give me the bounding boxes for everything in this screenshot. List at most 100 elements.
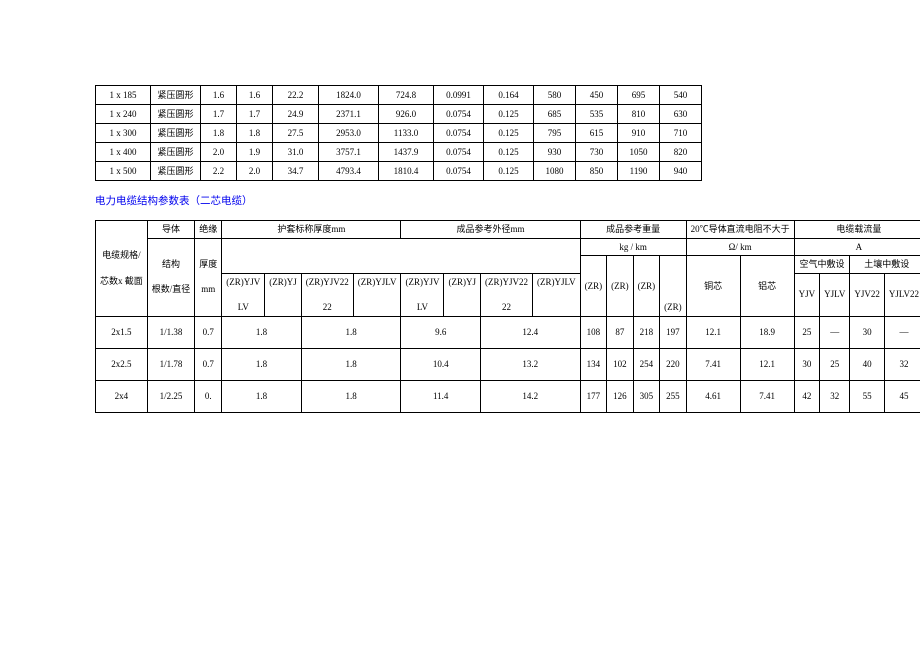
cell: 1/1.38: [147, 316, 195, 348]
spec-table-1: 1 x 185紧压圆形1.61.622.21824.0724.80.09910.…: [95, 85, 702, 181]
cell: —: [820, 316, 850, 348]
cell: 30: [850, 316, 885, 348]
cell: 450: [576, 86, 618, 105]
cell: 1133.0: [379, 124, 434, 143]
cell: 0.0991: [434, 86, 484, 105]
res-cu: 铜芯: [686, 256, 740, 316]
cell: 31.0: [273, 143, 319, 162]
cell: 55: [850, 380, 885, 412]
cell: 1080: [534, 162, 576, 181]
cell: 0.0754: [434, 143, 484, 162]
cell: 102: [607, 348, 634, 380]
amp-air: 空气中敷设: [794, 256, 850, 274]
cell: 685: [534, 105, 576, 124]
cell: 1810.4: [379, 162, 434, 181]
cell: 1.7: [201, 105, 237, 124]
cell: 218: [633, 316, 660, 348]
cell: 0.7: [195, 348, 222, 380]
hdr-cond: 导体: [147, 221, 195, 239]
cell: 紧压圆形: [151, 162, 201, 181]
cell: 10.4: [401, 348, 481, 380]
section-title: 电力电缆结构参数表（二芯电缆）: [95, 193, 825, 208]
cell: 2x1.5: [96, 316, 148, 348]
cell: 0.0754: [434, 105, 484, 124]
cell: 820: [660, 143, 702, 162]
cell: 1 x 300: [96, 124, 151, 143]
cell: 11.4: [401, 380, 481, 412]
cell: 0.164: [484, 86, 534, 105]
unit-amp: A: [794, 238, 920, 256]
cell: 1.8: [301, 316, 401, 348]
cell: 7.41: [686, 348, 740, 380]
cell: 0.125: [484, 124, 534, 143]
cell: 87: [607, 316, 634, 348]
hdr-ins: 绝缘: [195, 221, 222, 239]
cell: 930: [534, 143, 576, 162]
type-y3: (ZR)YJV2222: [301, 273, 353, 316]
cell: 40: [850, 348, 885, 380]
cell: 1.8: [301, 380, 401, 412]
type-y4: (ZR)YJLV: [353, 273, 401, 316]
hdr-spec: 电缆规格/芯数x 截面: [96, 221, 148, 317]
cell: 1.8: [222, 316, 302, 348]
cell: 紧压圆形: [151, 86, 201, 105]
cell: 1190: [618, 162, 660, 181]
cell: 45: [884, 380, 920, 412]
cell: 1.6: [201, 86, 237, 105]
hdr-wt: 成品参考重量: [580, 221, 686, 239]
cell: 14.2: [480, 380, 580, 412]
cell: 2.2: [201, 162, 237, 181]
cell: 0.0754: [434, 162, 484, 181]
cell: 1 x 185: [96, 86, 151, 105]
cell: 1.8: [237, 124, 273, 143]
cell: 1/2.25: [147, 380, 195, 412]
cell: 730: [576, 143, 618, 162]
cell: 13.2: [480, 348, 580, 380]
cell: 12.1: [740, 348, 794, 380]
cell: 1.8: [301, 348, 401, 380]
cell: 2x2.5: [96, 348, 148, 380]
cell: 42: [794, 380, 820, 412]
type-y6: (ZR)YJ: [444, 273, 481, 316]
cell: 1.8: [201, 124, 237, 143]
cell: 24.9: [273, 105, 319, 124]
wt-zr1: (ZR): [580, 256, 607, 316]
amp-soil: 土壤中敷设: [850, 256, 920, 274]
hdr-sheath: 护套标称厚度mm: [222, 221, 401, 239]
cell: 197: [660, 316, 687, 348]
cell: 540: [660, 86, 702, 105]
wt-w3: YJV22: [850, 273, 885, 316]
cell: 1/1.78: [147, 348, 195, 380]
cell: 1.8: [222, 380, 302, 412]
cell: 30: [794, 348, 820, 380]
cell: 305: [633, 380, 660, 412]
cell: 4.61: [686, 380, 740, 412]
cell: 1.8: [222, 348, 302, 380]
cell: 0.0754: [434, 124, 484, 143]
cell: 1050: [618, 143, 660, 162]
cell: 2371.1: [319, 105, 379, 124]
cell: 32: [820, 380, 850, 412]
cell: 630: [660, 105, 702, 124]
type-y7: (ZR)YJV2222: [480, 273, 532, 316]
hdr-thick: 厚度mm: [195, 238, 222, 316]
cell: 795: [534, 124, 576, 143]
wt-w2: YJLV: [820, 273, 850, 316]
cell: 2.0: [237, 162, 273, 181]
res-al: 铝芯: [740, 256, 794, 316]
cell: 3757.1: [319, 143, 379, 162]
cell: 0.125: [484, 143, 534, 162]
cell: 108: [580, 316, 607, 348]
cell: 910: [618, 124, 660, 143]
type-y5: (ZR)YJVLV: [401, 273, 444, 316]
cell: 1.9: [237, 143, 273, 162]
cell: 850: [576, 162, 618, 181]
cell: 710: [660, 124, 702, 143]
type-y1: (ZR)YJVLV: [222, 273, 265, 316]
cell: 0.125: [484, 105, 534, 124]
unit-res: Ω/ km: [686, 238, 794, 256]
cell: 1.6: [237, 86, 273, 105]
cell: 254: [633, 348, 660, 380]
cell: 7.41: [740, 380, 794, 412]
hdr-amp: 电缆载流量: [794, 221, 920, 239]
